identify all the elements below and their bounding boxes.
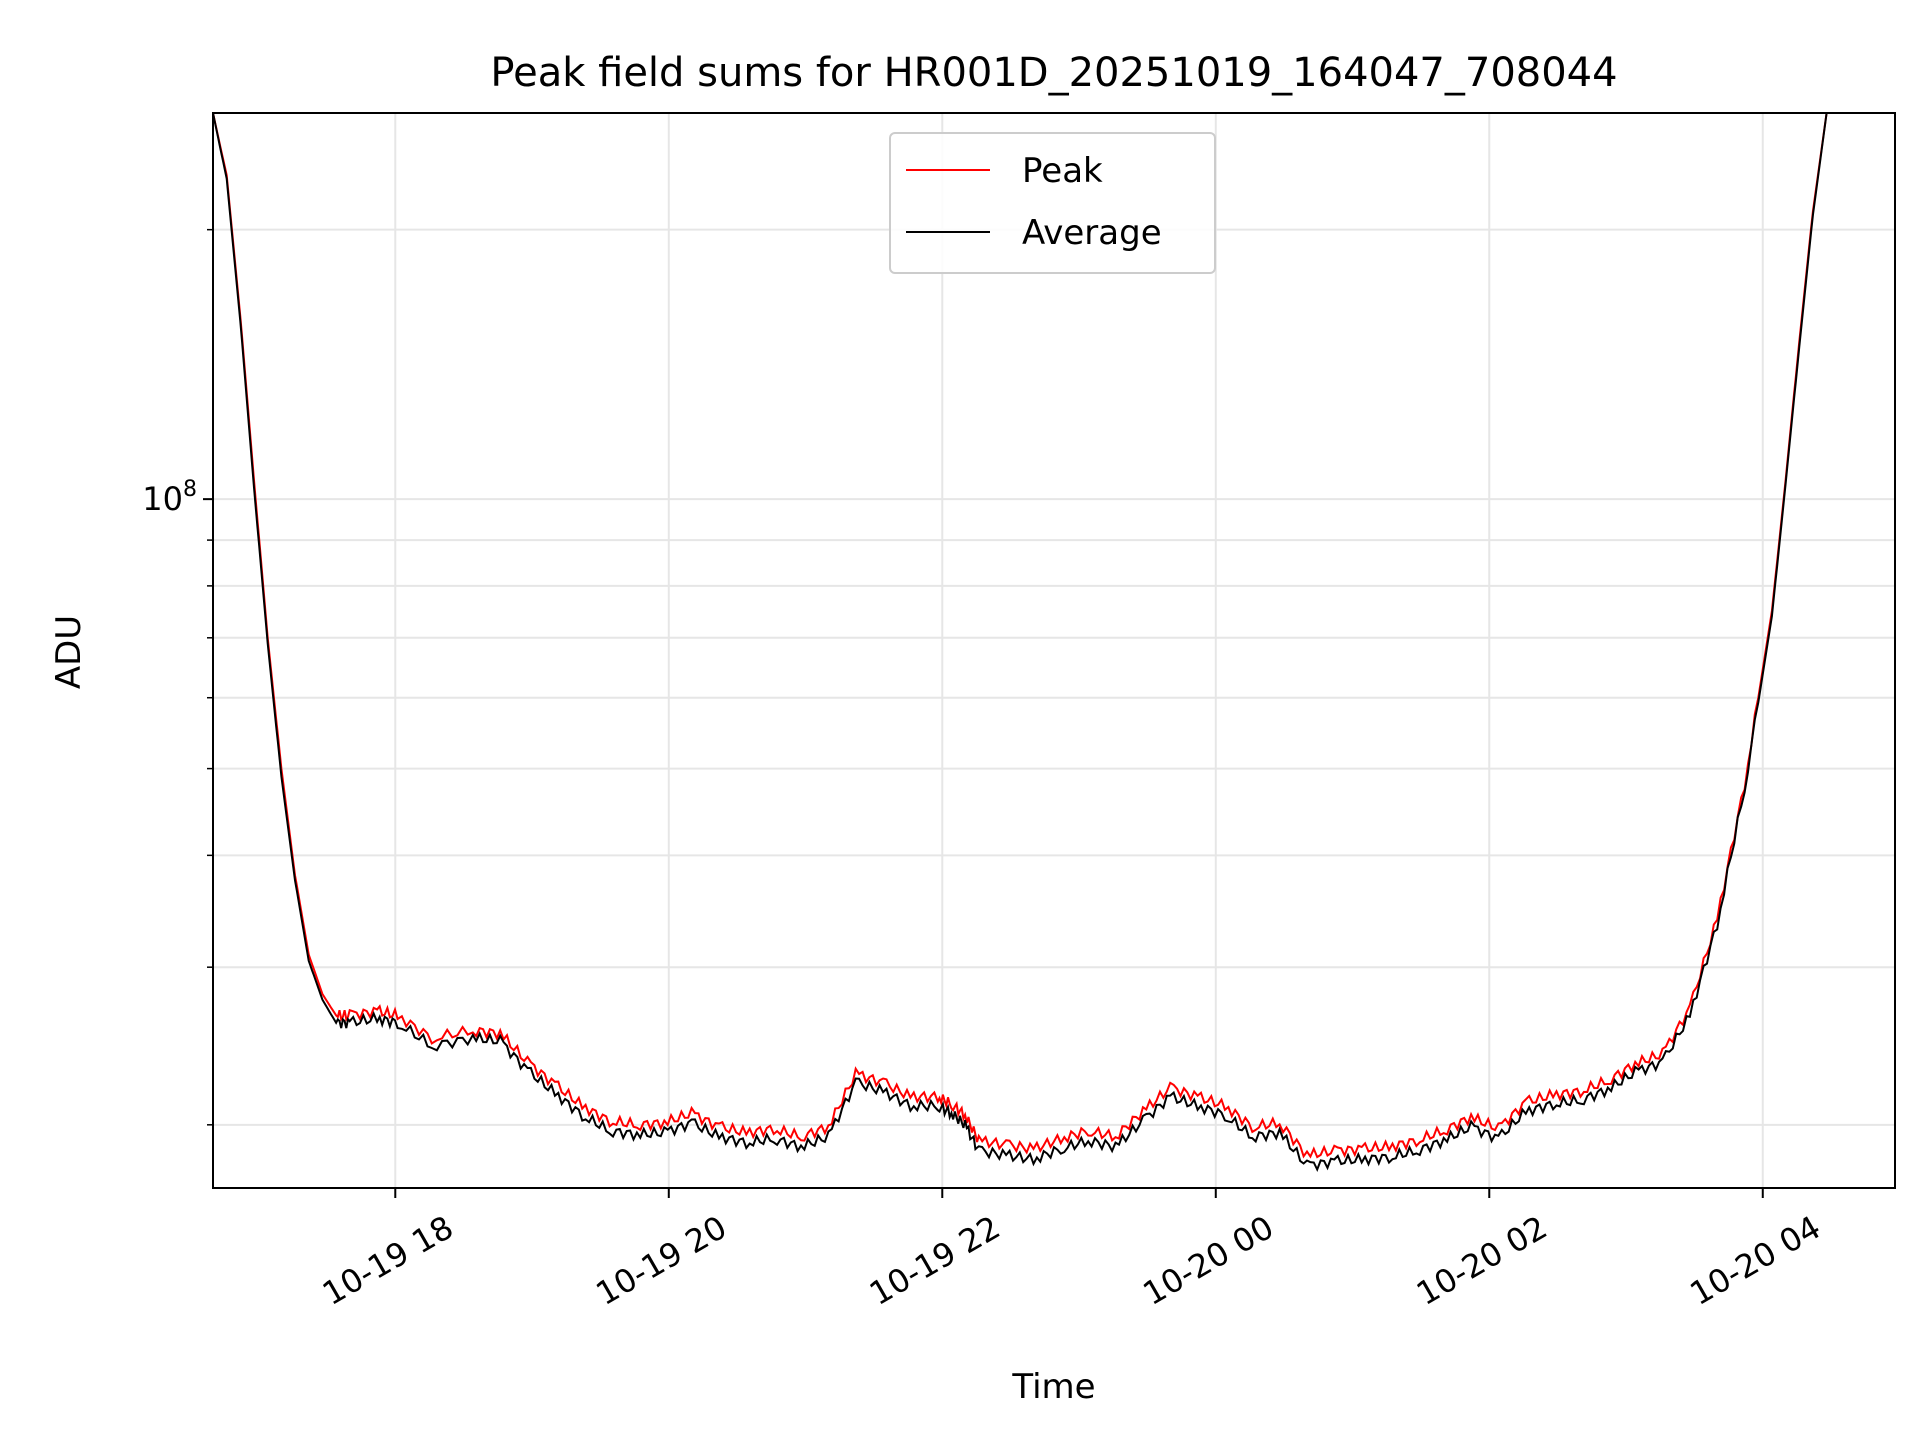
y-tick-label-base: 10 (142, 480, 183, 518)
grid-layer (213, 113, 1895, 1188)
legend-box (889, 132, 1216, 274)
x-tick-label: 10-20 00 (1136, 1208, 1280, 1313)
x-tick-label: 10-19 20 (589, 1208, 733, 1313)
x-tick-label: 10-20 04 (1683, 1208, 1827, 1313)
series-layer (213, 113, 1895, 1173)
x-axis-label: Time (1011, 1367, 1095, 1407)
y-tick-label: 108 (142, 477, 197, 518)
plot-frame (212, 112, 1896, 1189)
y-axis-label: ADU (49, 615, 89, 689)
chart-title: Peak field sums for HR001D_20251019_1640… (490, 50, 1617, 96)
y-tick-label-exponent: 8 (183, 477, 197, 502)
legend: Peak Average (889, 132, 1216, 274)
series-line-peak (213, 113, 1895, 1159)
series-line-average (213, 113, 1895, 1173)
legend-peak-label: Peak (1022, 151, 1103, 191)
x-tick-label: 10-19 18 (316, 1208, 460, 1313)
legend-average-label: Average (1022, 213, 1162, 253)
x-tick-label: 10-19 22 (863, 1208, 1007, 1313)
x-tick-label: 10-20 02 (1410, 1208, 1554, 1313)
